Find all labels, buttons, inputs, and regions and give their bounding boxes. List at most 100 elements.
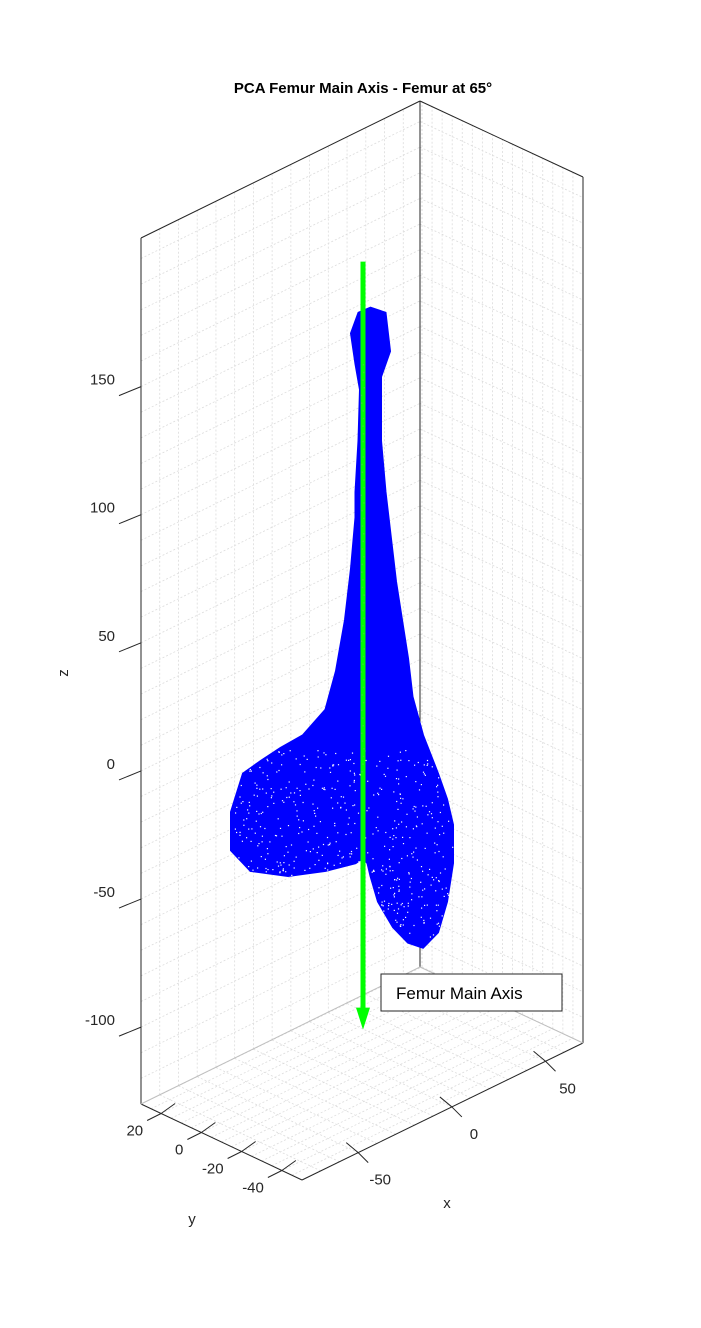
femur-point <box>313 825 315 827</box>
femur-point <box>321 854 323 856</box>
femur-point <box>299 794 301 796</box>
femur-point <box>437 791 439 793</box>
femur-point <box>373 869 375 871</box>
femur-point <box>436 910 438 912</box>
femur-point <box>264 827 266 830</box>
grid-lines <box>140 101 584 1181</box>
femur-point <box>416 859 418 861</box>
femur-point <box>401 821 403 823</box>
axis-point <box>362 456 365 458</box>
axis-point <box>363 448 365 450</box>
femur-point <box>273 802 275 804</box>
femur-point <box>335 841 337 843</box>
femur-point <box>394 879 396 881</box>
femur-point <box>318 859 320 861</box>
femur-point <box>402 919 404 921</box>
femur-point <box>340 807 342 809</box>
femur-point <box>389 849 391 851</box>
femur-point <box>397 877 399 879</box>
axis-point <box>362 717 364 719</box>
femur-point <box>387 908 389 910</box>
femur-point <box>261 835 263 837</box>
femur-point <box>256 784 258 786</box>
femur-point <box>293 867 295 869</box>
femur-point <box>409 886 411 888</box>
femur-point <box>378 794 380 796</box>
axis-point <box>360 402 363 404</box>
axis-point <box>361 771 363 773</box>
femur-point <box>411 893 413 895</box>
femur-point <box>337 802 339 804</box>
axis-point <box>362 364 365 366</box>
femur-point <box>241 840 243 842</box>
axis-point <box>363 533 365 535</box>
femur-point <box>447 893 449 895</box>
y-tick-label: -20 <box>202 1161 224 1178</box>
femur-point <box>305 850 307 852</box>
axis-point <box>362 725 364 727</box>
axis-arrow-head <box>356 1007 370 1030</box>
femur-point <box>285 871 287 873</box>
femur-point <box>409 837 411 839</box>
femur-point <box>393 835 395 837</box>
femur-point <box>290 792 292 794</box>
femur-point <box>389 866 391 868</box>
femur-point <box>378 892 380 894</box>
femur-point <box>406 855 408 857</box>
femur-point <box>423 921 425 924</box>
femur-point <box>424 904 426 906</box>
femur-point <box>334 788 336 790</box>
femur-point <box>327 863 329 865</box>
z-tick-label: 0 <box>107 756 115 773</box>
femur-point <box>444 868 446 870</box>
z-tick-label: 100 <box>90 500 115 517</box>
femur-point <box>264 858 266 860</box>
femur-point <box>262 811 264 813</box>
femur-point <box>441 915 443 917</box>
femur-point <box>322 843 325 846</box>
femur-point <box>393 896 395 898</box>
femur-point <box>265 867 267 870</box>
femur-point <box>305 783 307 785</box>
femur-point <box>312 784 314 787</box>
femur-point <box>396 902 398 904</box>
femur-point <box>235 812 237 814</box>
legend-entry: Femur Main Axis <box>396 984 523 1003</box>
femur-point <box>421 823 423 825</box>
femur-point <box>438 925 440 927</box>
femur-point <box>398 783 400 785</box>
femur-point <box>278 769 280 772</box>
axis-point <box>362 686 365 689</box>
femur-point <box>388 858 390 860</box>
femur-point <box>447 894 450 896</box>
femur-point <box>353 779 355 782</box>
femur-point <box>353 781 355 783</box>
legend-box <box>380 973 563 1012</box>
femur-point <box>267 778 269 781</box>
femur-point <box>406 813 408 815</box>
femur-point <box>262 788 264 790</box>
femur-point <box>385 868 387 870</box>
femur-point <box>414 810 416 812</box>
femur-point <box>276 771 278 773</box>
axis-point <box>360 732 363 735</box>
femur-point <box>423 773 425 775</box>
femur-point <box>282 868 284 870</box>
femur-point <box>429 868 431 870</box>
femur-point <box>401 902 403 905</box>
femur-point <box>298 832 300 835</box>
femur-point <box>337 764 340 766</box>
femur-point <box>315 766 317 769</box>
axis-point <box>363 632 365 635</box>
femur-point <box>295 856 297 858</box>
femur-point <box>393 791 395 793</box>
femur-point <box>255 820 257 822</box>
femur-point <box>385 831 387 834</box>
femur-point <box>437 922 440 924</box>
axis-point <box>362 763 364 765</box>
femur-point <box>282 869 284 871</box>
femur-point <box>394 820 396 822</box>
femur-point <box>252 869 254 871</box>
femur-point <box>345 833 347 836</box>
femur-point <box>405 826 407 828</box>
